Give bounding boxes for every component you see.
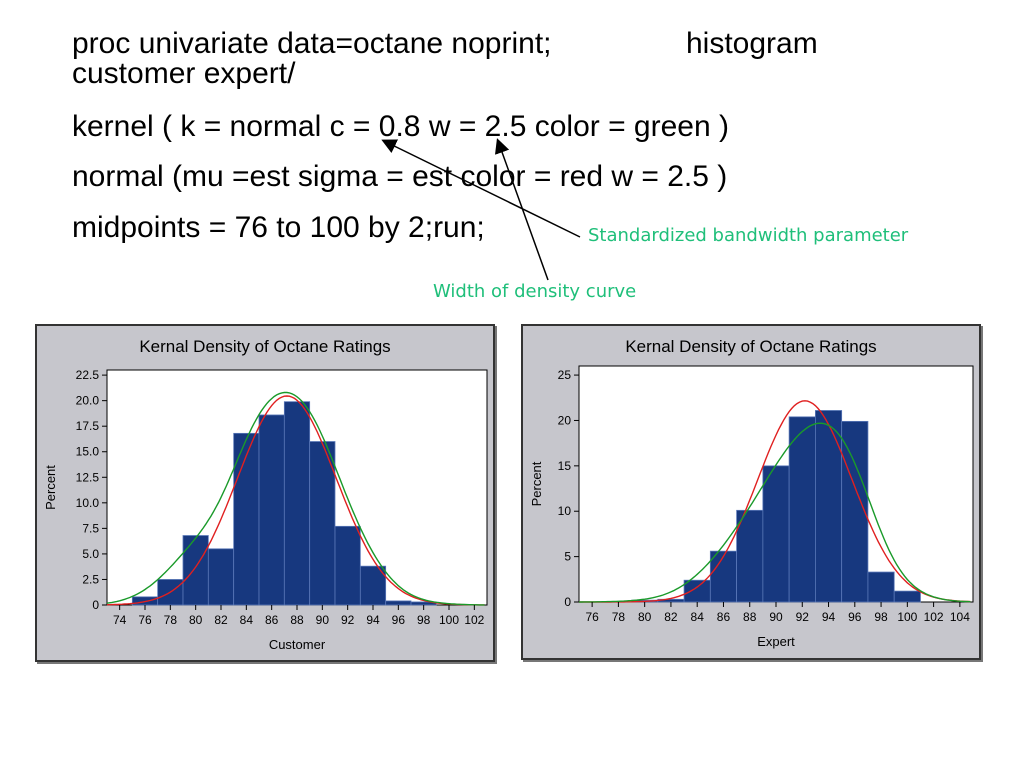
x-tick-label: 94 xyxy=(822,610,836,624)
x-tick-label: 100 xyxy=(897,610,917,624)
chart-title: Kernal Density of Octane Ratings xyxy=(625,337,876,356)
x-tick-label: 80 xyxy=(189,613,203,627)
histogram-bar xyxy=(683,579,711,603)
histogram-bar xyxy=(258,414,285,606)
x-axis-label: Customer xyxy=(269,637,326,652)
x-tick-label: 86 xyxy=(265,613,279,627)
customer-histogram: Kernal Density of Octane Ratings 74 76 78 80… xyxy=(43,337,488,652)
width-note: Width of density curve xyxy=(433,281,637,302)
histogram-bar xyxy=(182,535,209,606)
x-tick-label: 96 xyxy=(848,610,862,624)
histogram-bar xyxy=(736,509,764,603)
x-tick-label: 98 xyxy=(874,610,888,624)
y-tick-label: 15.0 xyxy=(76,445,100,459)
x-tick-label: 98 xyxy=(417,613,431,627)
x-tick-label: 102 xyxy=(464,613,484,627)
code-line-5: midpoints = 76 to 100 by 2;run; xyxy=(72,211,485,244)
code-line-1: proc univariate data=octane noprint; xyxy=(72,29,552,59)
x-tick-label: 90 xyxy=(316,613,330,627)
customer-chart-panel: Kernal Density of Octane Ratings 74 76 78 80… xyxy=(35,324,495,662)
normal-density-curve xyxy=(107,395,485,606)
y-tick-label: 5.0 xyxy=(82,547,99,561)
x-tick-label: 84 xyxy=(240,613,254,627)
x-tick-label: 102 xyxy=(924,610,944,624)
x-tick-label: 84 xyxy=(691,610,705,624)
histogram-bar xyxy=(893,590,921,603)
x-tick-label: 76 xyxy=(585,610,599,624)
histogram-bar xyxy=(334,525,361,606)
x-tick-label: 100 xyxy=(439,613,459,627)
y-tick-label: 10.0 xyxy=(76,496,100,510)
y-axis-label: Percent xyxy=(43,465,58,510)
code-line-1a: proc univariate data=octane noprint; xyxy=(72,27,552,60)
y-tick-label: 25 xyxy=(558,368,572,382)
y-tick-label: 0 xyxy=(92,598,99,612)
x-tick-label: 96 xyxy=(392,613,406,627)
histogram-bar xyxy=(709,550,737,603)
histogram-bar xyxy=(207,548,235,606)
code-line-4: normal (mu =est sigma = est color = red … xyxy=(72,160,728,193)
x-tick-label: 92 xyxy=(796,610,810,624)
y-tick-label: 7.5 xyxy=(82,521,99,535)
y-tick-label: 2.5 xyxy=(82,572,99,586)
y-axis-label: Percent xyxy=(529,461,544,506)
code-line-1b: histogram xyxy=(686,27,818,60)
histogram-bar xyxy=(814,410,843,603)
code-line-3: kernel ( k = normal c = 0.8 w = 2.5 colo… xyxy=(72,110,729,143)
histogram-bar xyxy=(309,441,336,606)
y-tick-label: 17.5 xyxy=(76,419,100,433)
y-tick-label: 10 xyxy=(558,504,572,518)
x-tick-label: 104 xyxy=(950,610,970,624)
x-tick-label: 90 xyxy=(769,610,783,624)
x-tick-label: 78 xyxy=(612,610,626,624)
x-tick-label: 76 xyxy=(138,613,152,627)
x-tick-label: 88 xyxy=(290,613,304,627)
kernel-density-curve xyxy=(579,422,971,603)
x-axis-label: Expert xyxy=(757,634,795,649)
x-tick-label: 88 xyxy=(743,610,757,624)
code-line-2: customer expert/ xyxy=(72,57,296,90)
x-tick-label: 78 xyxy=(164,613,178,627)
normal-density-curve xyxy=(579,400,971,603)
histogram-bar xyxy=(283,401,311,606)
y-tick-label: 22.5 xyxy=(76,368,100,382)
x-tick-label: 82 xyxy=(214,613,228,627)
y-tick-label: 20.0 xyxy=(76,394,100,408)
histogram-bar xyxy=(841,420,869,603)
x-tick-label: 80 xyxy=(638,610,652,624)
y-tick-label: 15 xyxy=(558,459,572,473)
y-tick-label: 0 xyxy=(564,595,571,609)
y-tick-label: 20 xyxy=(558,413,572,427)
chart-title: Kernal Density of Octane Ratings xyxy=(139,337,390,356)
histogram-bar xyxy=(762,465,790,603)
x-tick-label: 86 xyxy=(717,610,731,624)
x-tick-label: 82 xyxy=(664,610,678,624)
x-tick-label: 74 xyxy=(113,613,127,627)
x-tick-label: 94 xyxy=(366,613,380,627)
histogram-bar xyxy=(788,416,816,603)
expert-chart-panel: Kernal Density of Octane Ratings 76 78 80 82… xyxy=(521,324,981,660)
expert-histogram: Kernal Density of Octane Ratings 76 78 80 82… xyxy=(529,337,974,649)
histogram-bar xyxy=(385,600,412,606)
kernel-density-curve xyxy=(106,391,485,606)
x-tick-label: 92 xyxy=(341,613,355,627)
histogram-bar xyxy=(867,571,895,603)
y-tick-label: 5 xyxy=(564,550,571,564)
bandwidth-note: Standardized bandwidth parameter xyxy=(588,225,909,246)
y-tick-label: 12.5 xyxy=(76,470,100,484)
